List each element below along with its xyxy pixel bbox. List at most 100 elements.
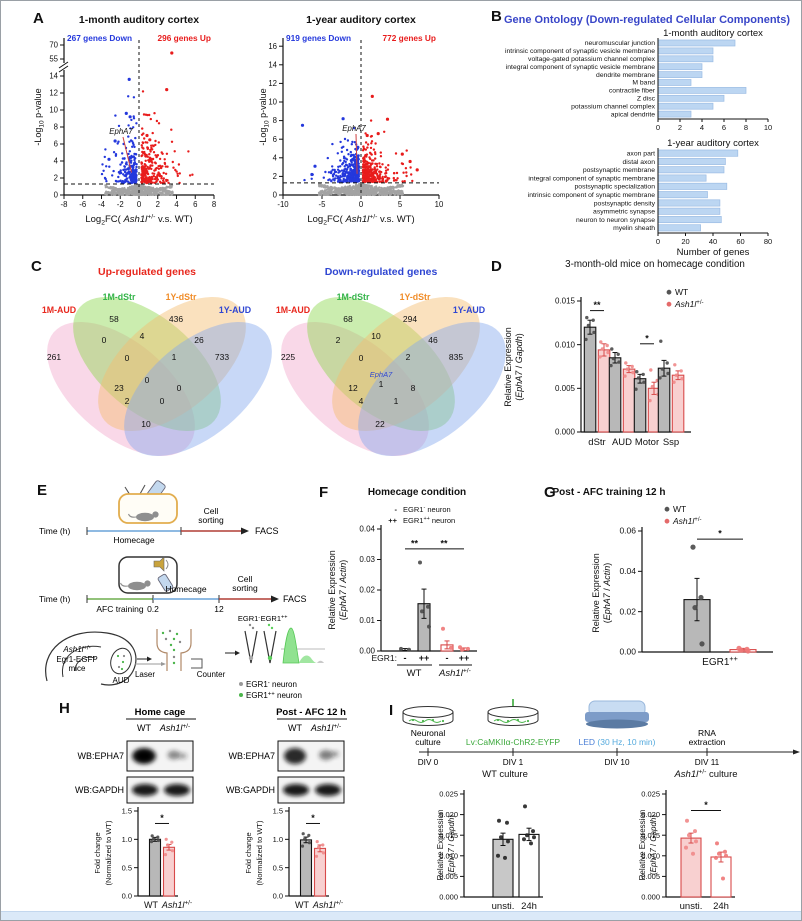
data-point xyxy=(585,315,589,320)
svg-text:dendrite membrane: dendrite membrane xyxy=(596,72,655,79)
data-point xyxy=(723,849,727,854)
bars-group xyxy=(680,818,732,898)
go-bar xyxy=(657,216,722,224)
svg-text:postsynaptic membrane: postsynaptic membrane xyxy=(583,167,655,174)
svg-text:10: 10 xyxy=(371,331,381,341)
svg-text:WT: WT xyxy=(675,287,688,297)
svg-text:Ssp: Ssp xyxy=(663,437,679,448)
svg-text:2: 2 xyxy=(54,174,58,183)
bar xyxy=(710,856,732,898)
svg-text:asymmetric synapse: asymmetric synapse xyxy=(593,209,655,216)
afc-cage-icon xyxy=(118,556,178,594)
svg-text:1M-AUD: 1M-AUD xyxy=(42,305,76,315)
data-point xyxy=(150,834,154,838)
svg-text:3-month-old mice on homecage c: 3-month-old mice on homecage condition xyxy=(565,259,745,270)
data-point xyxy=(599,340,603,344)
data-point xyxy=(616,352,620,356)
svg-text:*: * xyxy=(160,813,164,823)
data-point xyxy=(606,350,610,355)
svg-text:2: 2 xyxy=(156,200,160,209)
svg-text:436: 436 xyxy=(169,314,183,324)
svg-text:0.005: 0.005 xyxy=(439,872,458,881)
go-bar xyxy=(657,71,703,78)
lentivirus-label: Lv:CaMKIIα-ChR2-EYFP xyxy=(466,737,561,747)
go-bar xyxy=(657,94,725,102)
svg-text:Relative Expression: Relative Expression xyxy=(638,810,647,881)
svg-text:0.04: 0.04 xyxy=(619,566,636,576)
svg-text:potassium channel complex: potassium channel complex xyxy=(571,103,655,110)
go-bar xyxy=(657,102,714,110)
facs-workflow-schematic: Time (h) FACS Homecage Cell sorting Time… xyxy=(39,480,325,700)
data-point xyxy=(721,876,725,881)
bars-group xyxy=(299,832,327,897)
data-point xyxy=(506,839,510,844)
panel-a-label: A xyxy=(33,10,44,27)
data-point xyxy=(623,374,627,378)
data-point xyxy=(684,845,688,850)
data-point xyxy=(738,647,744,653)
lane-wt: WT xyxy=(137,723,151,733)
svg-text:1.5: 1.5 xyxy=(273,807,283,816)
svg-text:0: 0 xyxy=(137,200,142,209)
go-bar xyxy=(657,47,714,55)
go-bar xyxy=(657,157,726,165)
afc-training-label: AFC training xyxy=(96,604,144,614)
data-point xyxy=(648,398,652,403)
svg-text:16: 16 xyxy=(268,42,277,51)
data-point xyxy=(694,839,698,844)
svg-text:1.5: 1.5 xyxy=(122,807,132,816)
svg-text:*: * xyxy=(645,333,649,343)
svg-text:8: 8 xyxy=(411,383,416,393)
data-point xyxy=(724,853,728,858)
svg-text:2: 2 xyxy=(678,123,682,132)
svg-text:WT: WT xyxy=(407,668,422,679)
post-afc-chart: Post - AFC training 12 h WT Ash1l+/- 0.00 0.… xyxy=(553,487,773,668)
svg-text:Cell: Cell xyxy=(238,574,253,584)
data-point xyxy=(307,841,312,845)
svg-text:dStr: dStr xyxy=(588,437,605,448)
svg-text:Relative Expression: Relative Expression xyxy=(591,553,601,633)
svg-text:Down-regulated genes: Down-regulated genes xyxy=(325,266,438,278)
svg-text:distal axon: distal axon xyxy=(623,159,656,166)
svg-text:5: 5 xyxy=(398,200,403,209)
svg-text:0.010: 0.010 xyxy=(439,851,458,860)
homecage-icon xyxy=(118,480,178,524)
svg-text:-10: -10 xyxy=(277,200,289,209)
svg-text:*: * xyxy=(311,813,315,823)
data-point xyxy=(584,337,588,342)
svg-text:0.04: 0.04 xyxy=(359,525,375,534)
svg-text:2: 2 xyxy=(273,172,277,181)
panel-b-label: B xyxy=(491,8,502,25)
downregulated-points xyxy=(100,77,138,185)
svg-text:intrinsic component of synapti: intrinsic component of synaptic membrane xyxy=(528,192,656,199)
data-point xyxy=(503,855,507,860)
svg-text:Homecage condition: Homecage condition xyxy=(368,487,466,498)
svg-text:8: 8 xyxy=(54,123,58,132)
volcano-plot-1year: 1-year auditory cortex 919 genes Down 772 … xyxy=(258,14,444,227)
lane-wt: WT xyxy=(288,723,302,733)
westernblot-post-afc: Post - AFC 12 h WT Ash1l+/- WB:EPHA7 WB:… xyxy=(226,707,347,910)
data-point xyxy=(673,363,677,367)
svg-text:4: 4 xyxy=(174,200,179,209)
svg-text:(EphA7 / Actin): (EphA7 / Actin) xyxy=(338,560,348,621)
bar xyxy=(680,837,702,898)
egr1-neg-legend: EGR1- neuron xyxy=(246,680,297,689)
svg-text:intrinsic component of synapti: intrinsic component of synaptic vesicle … xyxy=(505,48,655,55)
go-bar xyxy=(657,79,692,86)
svg-text:733: 733 xyxy=(215,352,229,362)
svg-text:myelin sheath: myelin sheath xyxy=(613,225,655,232)
data-point xyxy=(529,841,533,846)
data-point xyxy=(427,624,431,629)
bars-group xyxy=(683,544,757,654)
data-point xyxy=(591,318,595,322)
svg-text:extraction: extraction xyxy=(689,737,726,747)
nonsig-points xyxy=(317,182,405,197)
svg-text:1Y-dStr: 1Y-dStr xyxy=(400,292,431,302)
svg-text:8: 8 xyxy=(212,200,216,209)
svg-text:0.02: 0.02 xyxy=(359,586,375,595)
svg-text:0.000: 0.000 xyxy=(641,893,660,902)
wb-gapdh-label: WB:GAPDH xyxy=(75,785,124,795)
svg-text:(Normalized to WT): (Normalized to WT) xyxy=(104,820,113,886)
data-point xyxy=(717,851,721,856)
